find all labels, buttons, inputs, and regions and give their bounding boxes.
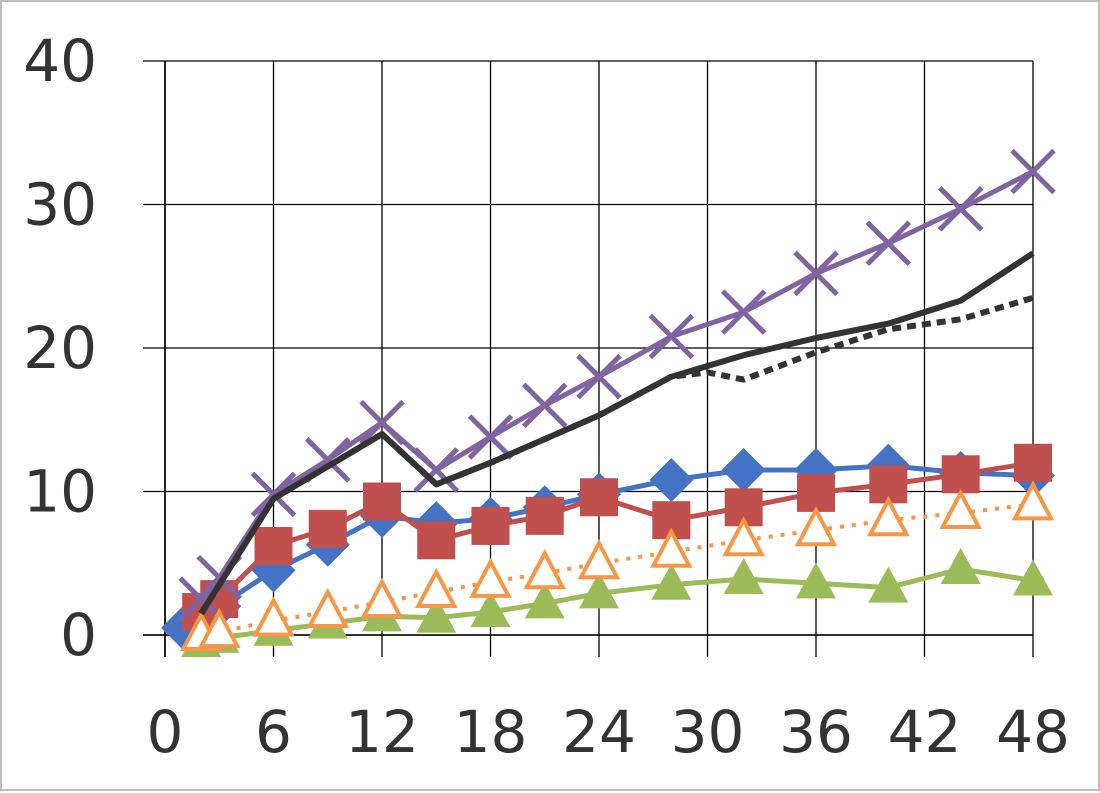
data-point-triangle: [868, 566, 909, 603]
data-point-x: [720, 289, 767, 335]
x-tick-label: 6: [255, 698, 292, 766]
data-point-open-triangle: [306, 587, 350, 629]
data-point-open-triangle: [794, 505, 838, 547]
data-point-x: [865, 220, 912, 267]
data-point-diamond: [721, 447, 766, 492]
series-5: [179, 480, 1055, 651]
x-marker-stroke: [720, 289, 767, 335]
data-point-triangle: [796, 562, 836, 599]
x-marker-stroke: [250, 471, 297, 518]
x-marker-stroke: [648, 313, 695, 360]
data-point-triangle: [940, 547, 981, 584]
data-point-square: [363, 482, 401, 521]
x-marker-stroke: [576, 353, 622, 400]
data-point-open-triangle: [867, 495, 910, 537]
y-tick-label: 40: [23, 27, 97, 95]
data-point-x: [521, 382, 568, 429]
data-point-triangle: [651, 563, 692, 600]
data-point-triangle: [723, 558, 764, 595]
series-group: [161, 148, 1056, 658]
data-point-square: [308, 509, 347, 548]
data-point-square: [941, 455, 980, 494]
data-point-x: [413, 447, 460, 493]
data-point-triangle: [470, 591, 511, 628]
data-point-square: [797, 473, 835, 512]
x-tick-label: 30: [671, 698, 745, 766]
x-tick-label: 24: [562, 698, 636, 766]
data-point-x: [467, 414, 514, 460]
data-point-square: [1014, 443, 1052, 482]
x-marker-stroke: [937, 186, 984, 232]
data-point-triangle: [416, 596, 457, 633]
x-tick-label: 12: [345, 698, 419, 766]
data-point-square: [417, 521, 456, 560]
data-point-open-triangle: [650, 527, 693, 568]
data-point-square: [580, 478, 618, 517]
series-line: [198, 294, 1034, 616]
series-4: [178, 148, 1056, 622]
x-tick-label: 0: [147, 698, 184, 766]
series-3: [181, 547, 1053, 658]
y-tick-label: 30: [23, 171, 97, 239]
data-point-open-triangle: [722, 516, 765, 557]
data-point-x: [648, 313, 695, 360]
data-point-square: [254, 527, 293, 566]
data-point-open-triangle: [252, 596, 295, 637]
y-tick-label: 20: [23, 314, 97, 382]
data-point-x: [937, 186, 984, 232]
data-point-open-triangle: [523, 549, 567, 590]
data-point-triangle: [1013, 559, 1053, 596]
data-point-square: [525, 496, 564, 535]
x-tick-label: 48: [996, 698, 1070, 766]
x-marker-stroke: [521, 382, 568, 429]
data-point-x: [250, 471, 297, 518]
data-point-open-triangle: [360, 577, 404, 618]
data-point-x: [359, 399, 405, 446]
series-7: [198, 294, 1034, 616]
x-marker-stroke: [1010, 148, 1056, 195]
data-point-open-triangle: [469, 557, 512, 598]
tick-labels: 0 6 12 18 24 30 36 42 48 0 10 20 30 40: [23, 27, 1070, 766]
data-point-x: [1010, 148, 1056, 195]
y-tick-label: 10: [23, 458, 97, 526]
data-point-open-triangle: [577, 538, 621, 580]
x-marker-stroke: [793, 250, 839, 297]
x-tick-label: 18: [454, 698, 528, 766]
data-point-x: [793, 250, 839, 297]
data-point-diamond: [649, 458, 694, 503]
data-point-square: [471, 506, 510, 545]
x-tick-label: 42: [888, 698, 962, 766]
x-tick-label: 36: [779, 698, 853, 766]
x-marker-stroke: [413, 447, 460, 493]
data-point-x: [576, 353, 622, 400]
data-point-triangle: [579, 572, 619, 609]
y-tick-label: 0: [60, 601, 97, 669]
data-point-open-triangle: [939, 488, 982, 530]
data-point-open-triangle: [1011, 480, 1055, 521]
data-point-open-triangle: [414, 567, 458, 608]
x-marker-stroke: [865, 220, 912, 267]
x-marker-stroke: [359, 399, 405, 446]
data-point-triangle: [524, 582, 565, 619]
x-marker-stroke: [467, 414, 514, 460]
data-point-open-triangle: [197, 607, 241, 649]
